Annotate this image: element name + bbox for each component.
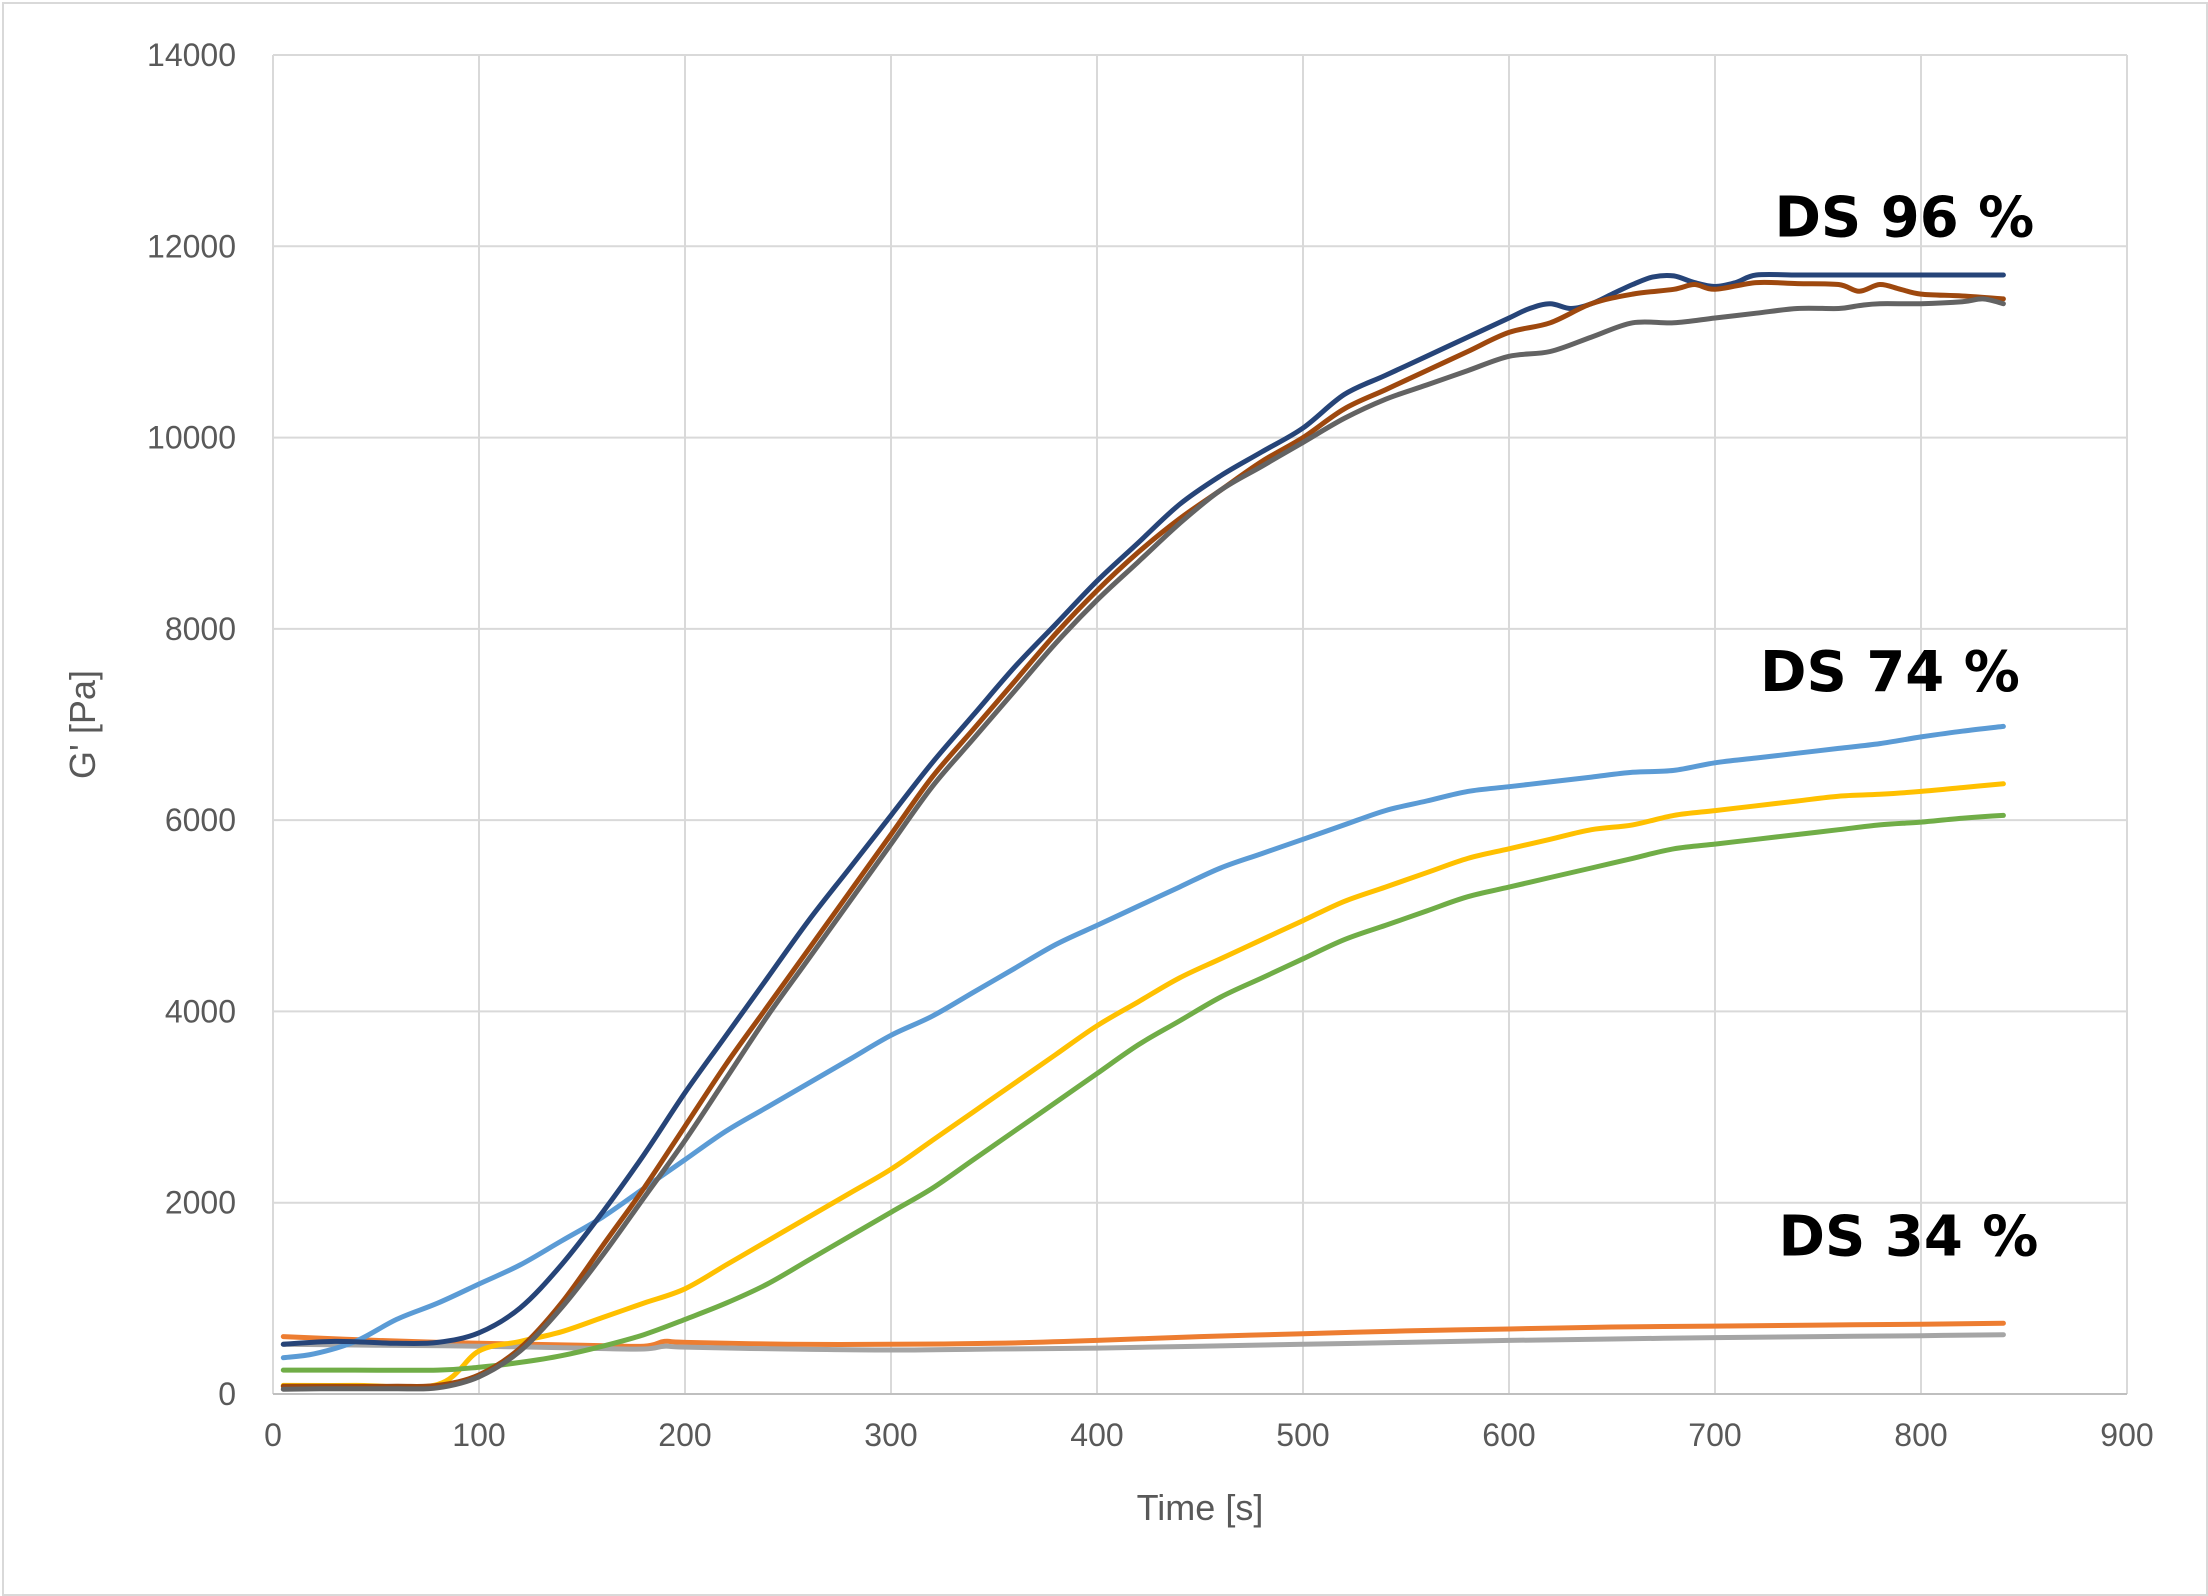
annotations: DS 96 % DS 74 % DS 34 %	[1760, 186, 2038, 1270]
x-tick-label: 300	[864, 1417, 917, 1453]
series-line-1	[280, 271, 2006, 1347]
tick-labels: 0 2000 4000 6000 8000 10000 12000 14000 0 100 200 3…	[147, 37, 2154, 1453]
x-tick-label: 900	[2100, 1417, 2153, 1453]
y-tick-label: 2000	[165, 1185, 236, 1221]
y-tick-label: 8000	[165, 611, 236, 647]
x-tick-label: 500	[1276, 1417, 1329, 1453]
x-tick-label: 800	[1894, 1417, 1947, 1453]
y-axis-title: G' [Pa]	[62, 670, 103, 779]
series-line-2	[280, 279, 2006, 1390]
x-tick-label: 0	[264, 1417, 282, 1453]
series-lines	[280, 271, 2006, 1392]
y-tick-label: 4000	[165, 993, 236, 1029]
y-tick-label: 6000	[165, 802, 236, 838]
x-tick-label: 100	[452, 1417, 505, 1453]
series-line-5	[280, 781, 2006, 1390]
annotation-ds96: DS 96 %	[1774, 186, 2034, 251]
y-tick-label: 14000	[147, 37, 236, 73]
annotation-ds74: DS 74 %	[1760, 640, 2020, 705]
x-tick-label: 400	[1070, 1417, 1123, 1453]
y-tick-label: 12000	[147, 228, 236, 264]
x-tick-label: 600	[1482, 1417, 1535, 1453]
y-tick-label: 10000	[147, 420, 236, 456]
annotation-ds34: DS 34 %	[1779, 1204, 2039, 1269]
series-line-6	[280, 812, 2006, 1373]
x-tick-label: 200	[658, 1417, 711, 1453]
gridlines	[272, 54, 2128, 1395]
y-tick-label: 0	[218, 1376, 236, 1412]
series-line-3	[280, 296, 2006, 1392]
x-tick-label: 700	[1688, 1417, 1741, 1453]
line-chart: 0 2000 4000 6000 8000 10000 12000 14000 0 100 200 3…	[62, 37, 2154, 1528]
series-line-7	[280, 1320, 2006, 1349]
series-line-4	[280, 723, 2006, 1361]
x-axis-title: Time [s]	[1137, 1487, 1264, 1528]
